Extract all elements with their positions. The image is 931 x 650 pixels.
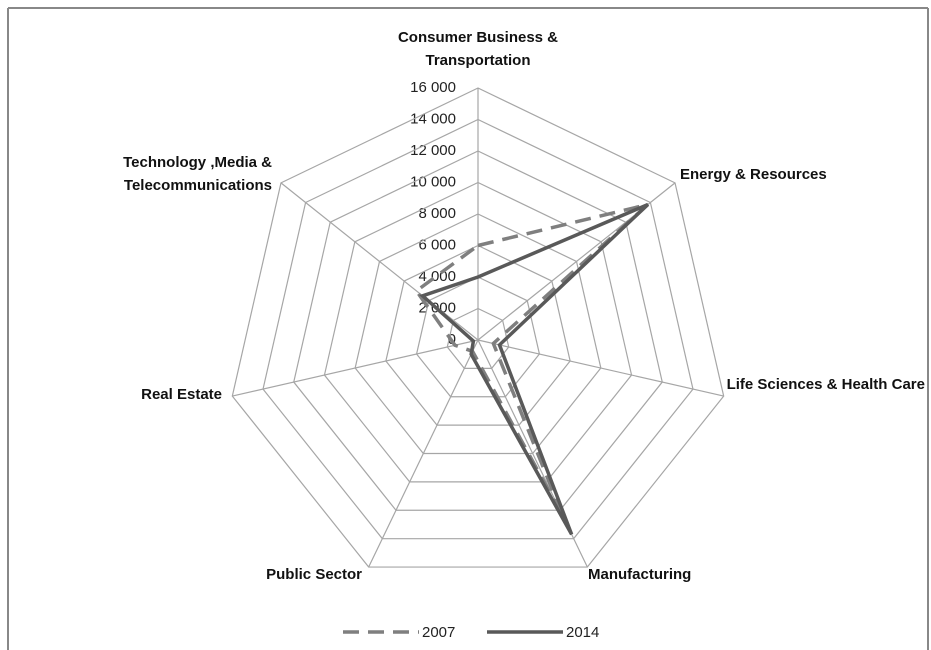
legend-label: 2014 — [566, 624, 599, 641]
y-tick-label: 16 000 — [410, 79, 456, 96]
category-label: Life Sciences & Health Care — [726, 376, 925, 393]
category-label: Public Sector — [266, 566, 362, 583]
spoke — [232, 339, 479, 397]
y-tick-label: 10 000 — [410, 173, 456, 190]
spoke — [368, 339, 479, 568]
y-tick-label: 12 000 — [410, 142, 456, 159]
grid-ring — [293, 150, 663, 511]
y-tick-label: 4 000 — [418, 268, 456, 285]
category-label: Manufacturing — [588, 566, 692, 583]
spoke — [477, 339, 724, 397]
y-tick-label: 8 000 — [418, 205, 456, 222]
grid-ring — [231, 87, 725, 568]
category-label: Real Estate — [141, 386, 222, 403]
grid-ring — [354, 213, 602, 455]
y-tick-label: 6 000 — [418, 236, 456, 253]
series-line — [419, 202, 650, 536]
category-label: Consumer Business & Transportation — [397, 29, 559, 69]
category-label: Energy & Resources — [680, 166, 827, 183]
legend-label: 2007 — [422, 624, 455, 641]
category-label: Technology ,Media & Telecommunications — [123, 154, 272, 194]
y-tick-label: 14 000 — [410, 110, 456, 127]
grid-ring — [262, 118, 694, 540]
grid-ring — [323, 181, 633, 483]
